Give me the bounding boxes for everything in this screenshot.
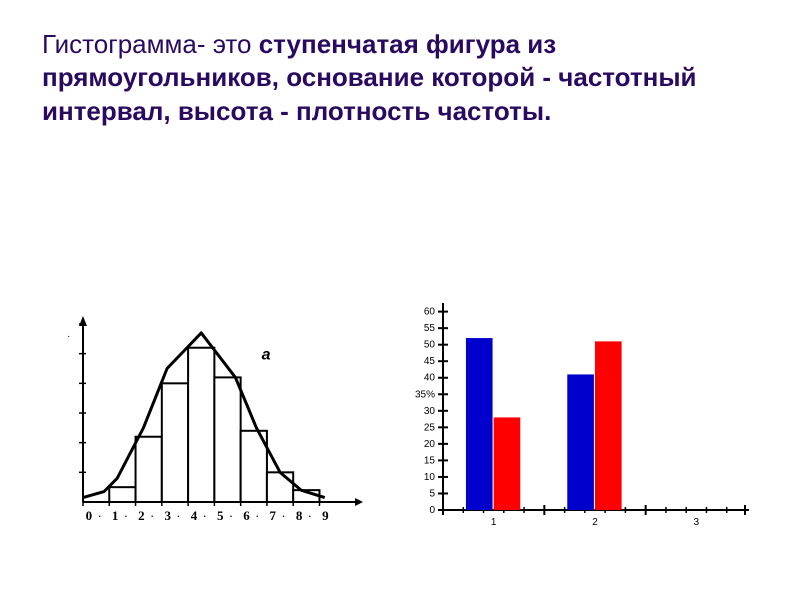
- slide: Гистограмма- это ступенчатая фигура из п…: [0, 0, 800, 600]
- svg-text:·: ·: [97, 508, 101, 523]
- svg-text:2: 2: [138, 508, 145, 523]
- svg-text:7: 7: [270, 508, 277, 523]
- histogram-svg: 0 · 1 · 2 · 3 · 4 · 5 · 6 · 7 · 8 · 9 a ·: [49, 310, 369, 530]
- svg-text:5: 5: [217, 508, 224, 523]
- svg-text:·: ·: [308, 508, 312, 523]
- svg-text:·: ·: [150, 508, 154, 523]
- svg-text:·: ·: [255, 508, 259, 523]
- charts-row: 0·1·2·3·4·5·6·7·8·9a· 605550454035%30252…: [0, 295, 800, 530]
- svg-text:·: ·: [281, 508, 285, 523]
- svg-text:·: ·: [203, 508, 207, 523]
- slide-title: Гистограмма- это ступенчатая фигура из п…: [42, 28, 742, 128]
- svg-text:6: 6: [243, 508, 250, 523]
- svg-text:3: 3: [164, 508, 171, 523]
- svg-text:3: 3: [694, 517, 700, 528]
- svg-text:10: 10: [424, 472, 436, 483]
- svg-text:5: 5: [429, 488, 435, 499]
- svg-text:2: 2: [592, 517, 598, 528]
- svg-text:0: 0: [86, 508, 93, 523]
- svg-text:·: ·: [176, 508, 180, 523]
- svg-text:0: 0: [429, 505, 435, 516]
- svg-text:9: 9: [322, 508, 329, 523]
- svg-text:50: 50: [424, 340, 436, 351]
- barchart-svg: 605550454035%302520151050123: [391, 295, 751, 530]
- histogram-chart: 0 · 1 · 2 · 3 · 4 · 5 · 6 · 7 · 8 · 9 a ·: [49, 310, 369, 530]
- svg-text:25: 25: [424, 422, 436, 433]
- svg-text:15: 15: [424, 455, 436, 466]
- svg-text:40: 40: [424, 373, 436, 384]
- svg-text:1: 1: [112, 508, 119, 523]
- svg-text:45: 45: [424, 356, 436, 367]
- svg-text:4: 4: [191, 508, 198, 523]
- svg-text:·: ·: [67, 331, 70, 342]
- svg-text:55: 55: [424, 323, 436, 334]
- svg-text:1: 1: [491, 517, 497, 528]
- svg-text:·: ·: [124, 508, 128, 523]
- svg-text:60: 60: [424, 307, 436, 318]
- svg-text:35%: 35%: [415, 389, 435, 400]
- svg-text:20: 20: [424, 439, 436, 450]
- svg-text:a: a: [262, 347, 271, 364]
- svg-text:·: ·: [229, 508, 233, 523]
- title-lead: Гистограмма- это: [42, 29, 259, 59]
- svg-text:30: 30: [424, 406, 436, 417]
- svg-text:8: 8: [296, 508, 303, 523]
- bar-chart: 605550454035%302520151050123: [391, 295, 751, 530]
